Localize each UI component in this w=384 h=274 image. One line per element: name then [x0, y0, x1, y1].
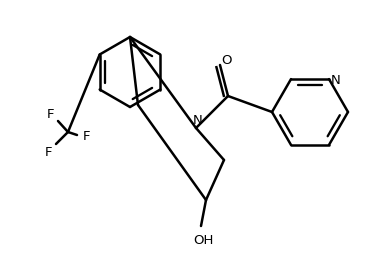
Text: F: F — [82, 130, 90, 142]
Text: N: N — [193, 113, 203, 127]
Text: N: N — [331, 74, 341, 87]
Text: F: F — [46, 107, 54, 121]
Text: F: F — [44, 145, 52, 158]
Text: O: O — [222, 53, 232, 67]
Text: OH: OH — [193, 233, 213, 247]
